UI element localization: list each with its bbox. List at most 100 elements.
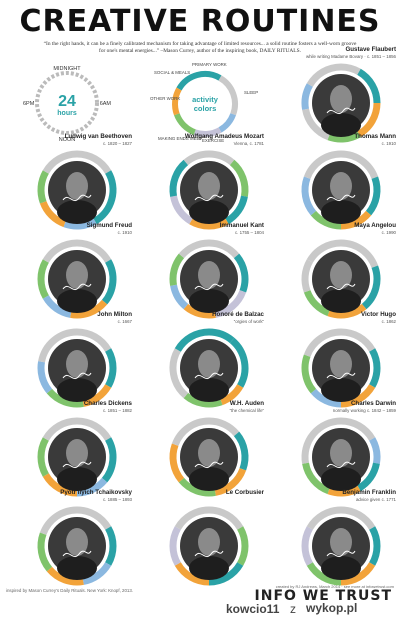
routine-segment	[301, 417, 342, 464]
signature	[326, 372, 356, 380]
routine-segment	[183, 303, 216, 319]
portrait-face	[198, 528, 220, 556]
routine-segment	[310, 388, 342, 408]
person-panel: Maya Angelou c. 1990	[268, 222, 400, 334]
routine-segment	[237, 526, 249, 566]
routine-segment	[171, 417, 210, 447]
routine-segment	[42, 417, 78, 441]
person-panel: W.H. Auden “the chemical life”	[136, 400, 268, 512]
routine-segment	[357, 462, 380, 492]
routine-segment	[340, 150, 379, 180]
routine-segment	[233, 253, 249, 293]
routine-dial	[169, 506, 249, 586]
person-panel: Wolfgang Amadeus Mozart Vienna, c. 1781	[136, 133, 268, 245]
person-years: c. 1820 – 1827	[102, 141, 132, 146]
portrait-body	[189, 378, 229, 402]
signature	[62, 550, 92, 558]
portrait-face	[330, 172, 352, 200]
person-years: normally working c. 1842 – 1859	[332, 408, 396, 413]
portrait-face	[198, 261, 220, 289]
routine-segment	[169, 526, 181, 566]
legend-center-2: colors	[194, 104, 217, 113]
routine-segment	[42, 150, 78, 174]
legend-ring-segment	[173, 113, 196, 136]
routine-segment	[46, 566, 84, 586]
person-name: Maya Angelou	[354, 222, 396, 229]
routine-segment	[327, 303, 367, 319]
legend-hours-number: 24	[58, 93, 76, 110]
portrait-body	[57, 200, 97, 224]
intro-quote: “In the right hands, it can be a finely …	[43, 41, 357, 54]
routine-segment	[357, 102, 381, 138]
person-panel: Charles Dickens c. 1851 – 1882	[4, 400, 136, 512]
routine-segment	[170, 195, 193, 225]
routine-segment	[46, 388, 84, 408]
legend-ring-segment	[218, 113, 237, 133]
portrait-face	[330, 439, 352, 467]
signature	[62, 283, 92, 291]
routine-segment	[170, 284, 189, 310]
routine-segment	[229, 159, 249, 197]
routine-segment	[76, 239, 112, 263]
legend-ring-segment	[176, 71, 222, 91]
person-years: “the chemical life”	[229, 408, 264, 413]
routine-segment	[301, 83, 313, 110]
routine-segment	[357, 68, 381, 104]
routine-segment	[369, 348, 381, 388]
routine-segment	[39, 506, 78, 536]
person-name: Pyotr Ilyich Tchaikovsky	[60, 489, 132, 496]
legend-midnight: MIDNIGHT	[53, 66, 81, 72]
routine-segment	[303, 289, 331, 317]
routine-segment	[303, 328, 342, 358]
routine-dial	[37, 239, 117, 319]
person-years: c. 1851 – 1882	[102, 408, 132, 413]
watermark-separator: z	[290, 602, 296, 616]
routine-segment	[42, 239, 78, 263]
routine-dial	[169, 417, 249, 497]
person-panel: Gustave Flaubert while writing Madame Bov…	[268, 46, 400, 158]
routine-segment	[105, 348, 117, 388]
routine-segment	[101, 437, 117, 483]
routine-segment	[327, 131, 361, 143]
routine-segment	[174, 562, 210, 586]
routine-segment	[306, 506, 342, 530]
routine-segment	[37, 532, 53, 572]
routine-segment	[208, 328, 235, 344]
routine-segment	[39, 200, 67, 228]
routine-segment	[208, 506, 244, 530]
person-panel: Honoré de Balzac “orgies of work”	[136, 311, 268, 423]
portrait-body	[321, 378, 361, 402]
signature	[194, 283, 224, 291]
routine-segment	[178, 477, 216, 497]
routine-segment	[76, 328, 112, 352]
signature	[62, 372, 92, 380]
signature	[194, 550, 224, 558]
person-years: Vienna, c. 1781	[233, 141, 264, 146]
legend-ring-segment	[218, 75, 238, 116]
routine-segment	[361, 265, 381, 310]
routine-segment	[301, 354, 317, 394]
person-years: c. 1885 – 1893	[102, 497, 132, 502]
portrait-body	[321, 556, 361, 580]
person-panel: Immanuel Kant c. 1755 – 1804	[136, 222, 268, 334]
routine-segment	[63, 218, 97, 230]
portrait-body	[189, 289, 229, 313]
person-name: Honoré de Balzac	[212, 311, 264, 318]
signature	[326, 461, 356, 469]
routine-segment	[302, 462, 331, 495]
legend-ring	[172, 71, 238, 137]
routine-segment	[183, 150, 210, 166]
person-years: “orgies of work”	[233, 319, 264, 324]
routine-segment	[93, 170, 117, 225]
routine-dial	[301, 63, 381, 143]
portrait-body	[57, 556, 97, 580]
routine-segment	[303, 150, 342, 180]
person-name: Ludwig van Beethoven	[64, 133, 132, 140]
routine-segment	[37, 361, 53, 394]
legend-6pm: 6PM	[23, 101, 35, 107]
routine-dial	[301, 239, 381, 319]
routine-segment	[369, 526, 381, 566]
routine-dial	[169, 328, 249, 408]
portrait-body	[321, 467, 361, 491]
person-name: Charles Dickens	[83, 400, 132, 407]
